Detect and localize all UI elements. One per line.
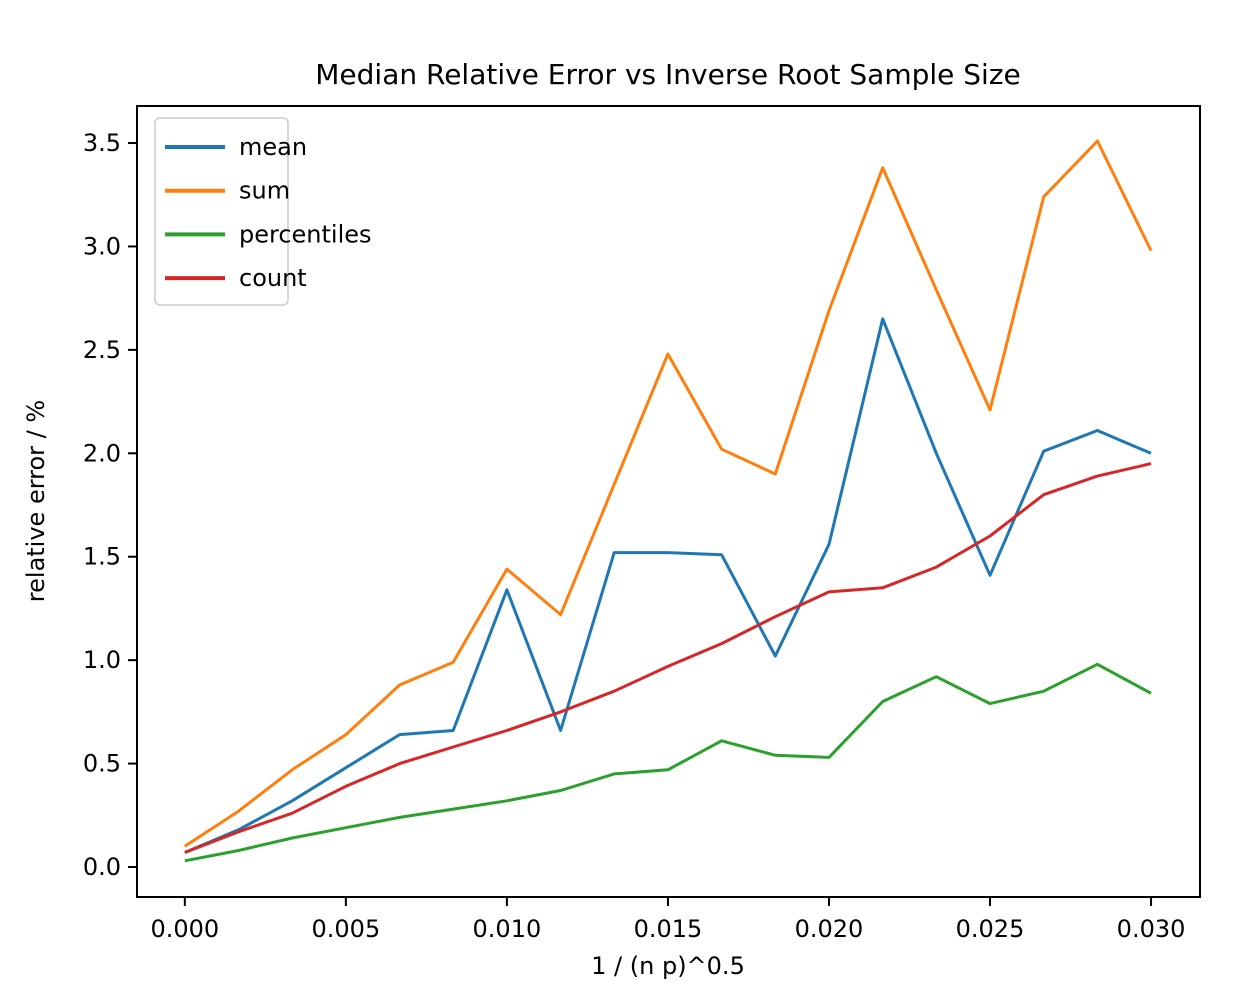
y-tick-label: 2.0 <box>83 439 121 467</box>
y-tick-label: 0.0 <box>83 853 121 881</box>
x-tick-label: 0.025 <box>956 915 1025 943</box>
series-line-sum <box>183 139 1153 848</box>
x-tick-label: 0.010 <box>473 915 542 943</box>
y-tick-label: 1.0 <box>83 646 121 674</box>
y-tick-label: 0.5 <box>83 750 121 778</box>
legend-label-count: count <box>239 264 307 292</box>
legend: mean sum percentiles count <box>154 117 372 306</box>
plot-border <box>136 105 1201 898</box>
x-tick-label: 0.030 <box>1117 915 1186 943</box>
y-axis-ticks: 0.0 0.5 1.0 1.5 2.0 2.5 3.0 3.5 <box>83 129 137 881</box>
y-tick-label: 3.5 <box>83 129 121 157</box>
x-axis-label: 1 / (n p)^0.5 <box>591 952 745 980</box>
y-tick-label: 1.5 <box>83 543 121 571</box>
legend-box <box>154 117 289 306</box>
y-tick-label: 3.0 <box>83 232 121 260</box>
x-tick-label: 0.005 <box>312 915 381 943</box>
series-line-mean <box>184 317 1152 854</box>
chart-title: Median Relative Error vs Inverse Root Sa… <box>315 58 1021 91</box>
x-tick-label: 0.000 <box>150 915 219 943</box>
legend-label-mean: mean <box>239 133 307 161</box>
x-axis-ticks: 0.000 0.005 0.010 0.015 0.020 0.025 0.030 <box>150 897 1185 943</box>
series-lines <box>183 139 1153 863</box>
y-tick-label: 2.5 <box>83 336 121 364</box>
x-tick-label: 0.020 <box>795 915 864 943</box>
series-line-percentiles <box>184 662 1152 863</box>
y-axis-label: relative error / % <box>22 400 50 602</box>
x-tick-label: 0.015 <box>634 915 703 943</box>
series-line-count <box>184 462 1152 854</box>
legend-label-sum: sum <box>239 177 290 205</box>
legend-label-percentiles: percentiles <box>239 220 372 248</box>
